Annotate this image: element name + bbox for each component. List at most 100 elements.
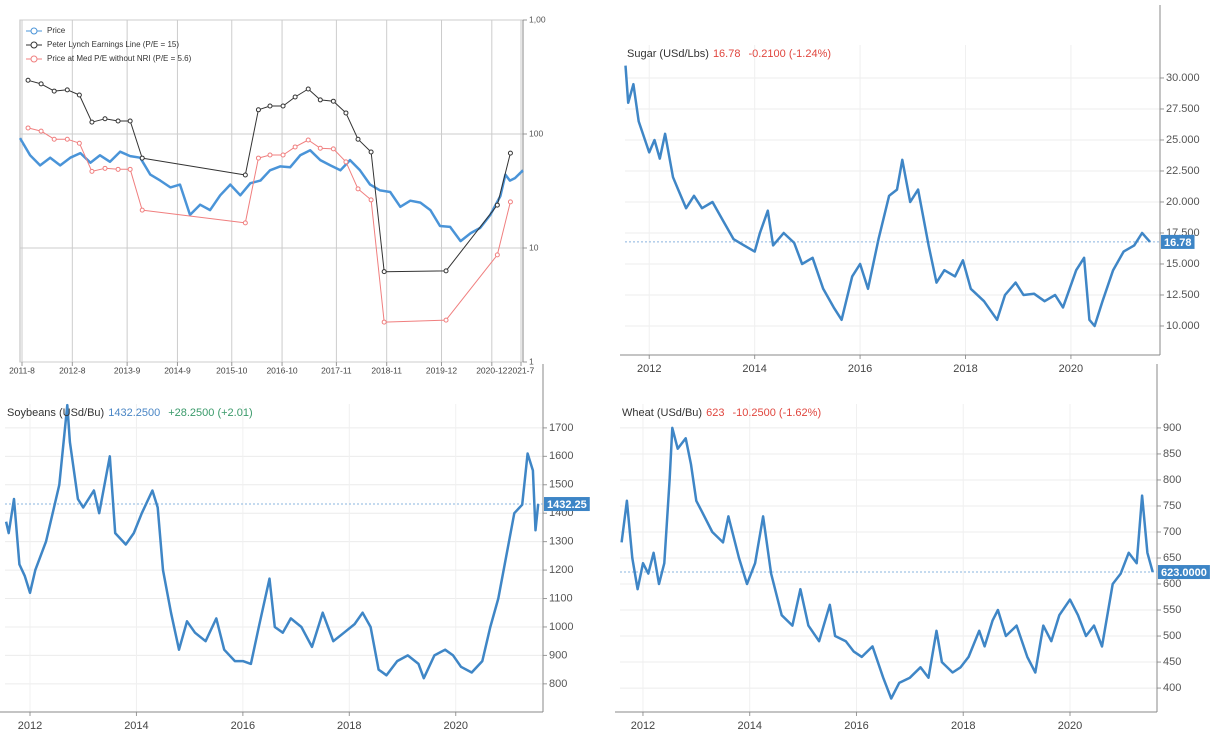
point xyxy=(127,118,133,124)
point xyxy=(51,88,57,94)
legend-label: Price xyxy=(47,26,66,35)
point xyxy=(368,197,374,203)
point xyxy=(317,97,323,103)
quote: 623 xyxy=(706,407,724,419)
x-tick-label: 2014 xyxy=(737,720,761,732)
x-tick-label: 2018 xyxy=(337,720,361,732)
x-tick-label: 2016 xyxy=(844,720,868,732)
y-tick-label: 400 xyxy=(1163,682,1181,694)
point xyxy=(507,150,513,156)
x-tick-label: 2014 xyxy=(742,363,766,375)
x-tick-label: 2018 xyxy=(953,363,977,375)
point xyxy=(330,146,336,152)
x-tick-label: 2012 xyxy=(631,720,655,732)
point xyxy=(127,166,133,172)
point xyxy=(305,86,311,92)
x-tick-label: 2013-9 xyxy=(114,365,141,375)
y-tick-label: 1700 xyxy=(549,422,573,434)
chart-title: Wheat (USd/Bu) 623 -10.2500 (-1.62%) xyxy=(622,407,821,419)
x-tick-label: 2020 xyxy=(443,720,467,732)
point xyxy=(102,165,108,171)
point xyxy=(139,207,145,213)
point xyxy=(292,144,298,150)
y-tick-label: 450 xyxy=(1163,656,1181,668)
x-tick-label: 2020 xyxy=(1058,720,1082,732)
x-tick-label: 2012 xyxy=(18,720,42,732)
y-tick-label: 1500 xyxy=(549,479,573,491)
point xyxy=(494,202,500,208)
x-tick-label: 2021-7 xyxy=(508,365,535,375)
point xyxy=(443,317,449,323)
x-tick-label: 2014 xyxy=(124,720,148,732)
title-text: Sugar (USd/Lbs) xyxy=(627,48,709,60)
x-tick-label: 2011-8 xyxy=(9,365,35,375)
x-tick-label: 2015-10 xyxy=(216,365,247,375)
point xyxy=(38,128,44,134)
point xyxy=(25,125,31,131)
y-tick-label: 850 xyxy=(1163,448,1181,460)
point xyxy=(242,220,248,226)
y-tick-label: 15.000 xyxy=(1166,258,1200,270)
y-tick-label: 800 xyxy=(549,678,567,690)
point xyxy=(76,92,82,98)
point xyxy=(242,172,248,178)
chart-title: Soybeans (USd/Bu) 1432.2500 +28.2500 (+2.0… xyxy=(7,407,253,419)
current-box xyxy=(544,497,590,512)
point xyxy=(76,140,82,146)
point xyxy=(89,168,95,174)
y-tick-label: 900 xyxy=(549,649,567,661)
change: -10.2500 (-1.62%) xyxy=(732,407,821,419)
y-tick-label: 550 xyxy=(1163,604,1181,616)
y-tick-label: 1200 xyxy=(549,564,573,576)
panel: 10.00012.50015.00017.50020.00022.50025.0… xyxy=(620,5,1200,375)
point xyxy=(317,145,323,151)
chart-title: Sugar (USd/Lbs) 16.78 -0.2100 (-1.24%) xyxy=(627,48,831,60)
point xyxy=(280,152,286,158)
point xyxy=(305,137,311,143)
point xyxy=(443,268,449,274)
title-text: Soybeans (USd/Bu) xyxy=(7,407,104,419)
x-tick-label: 2012 xyxy=(637,363,661,375)
change: -0.2100 (-1.24%) xyxy=(748,48,831,60)
point xyxy=(255,107,261,113)
point xyxy=(267,103,273,109)
panel: 1 10 100 1,00 2011-8 2012-8 2013-9 2014-9 2015-1… xyxy=(9,14,546,375)
x-tick-label: 2018 xyxy=(951,720,975,732)
point xyxy=(89,119,95,125)
change: +28.2500 (+2.01) xyxy=(168,407,252,419)
point xyxy=(64,87,70,93)
y-tick-label: 30.000 xyxy=(1166,72,1200,84)
x-tick-label: 2016-10 xyxy=(266,365,297,375)
point xyxy=(355,136,361,142)
series-line xyxy=(4,403,540,680)
point xyxy=(139,155,145,161)
series-line xyxy=(624,65,1151,328)
point xyxy=(255,155,261,161)
y-tick-label: 1000 xyxy=(549,621,573,633)
point xyxy=(102,116,108,122)
panel: 400 450 500 550 600 650 700 750 800 850 900 2012 201… xyxy=(615,364,1210,732)
y-tick-label: 650 xyxy=(1163,552,1181,564)
current-label: 623.0000 xyxy=(1161,567,1207,579)
point xyxy=(267,152,273,158)
current-box xyxy=(1158,565,1210,580)
point xyxy=(51,136,57,142)
plot-frame xyxy=(19,19,524,363)
y-tick-label: 750 xyxy=(1163,500,1181,512)
current-label: 1432.25 xyxy=(547,499,587,511)
y-tick-label: 800 xyxy=(1163,474,1181,486)
y-tick-label: 10.000 xyxy=(1166,320,1200,332)
y-tick-label: 1100 xyxy=(549,592,573,604)
y-tick-label: 900 xyxy=(1163,422,1181,434)
y-tick-label: 1300 xyxy=(549,536,573,548)
point xyxy=(292,94,298,100)
point xyxy=(381,269,387,275)
legend-marker xyxy=(30,55,38,63)
title-text: Wheat (USd/Bu) xyxy=(622,407,702,419)
panel: 8009001000110012001300140015001600170020… xyxy=(0,364,590,732)
y-tick-label: 10 xyxy=(529,242,539,252)
x-tick-label: 2016 xyxy=(231,720,255,732)
y-tick-label: 500 xyxy=(1163,630,1181,642)
quote: 1432.2500 xyxy=(108,407,160,419)
